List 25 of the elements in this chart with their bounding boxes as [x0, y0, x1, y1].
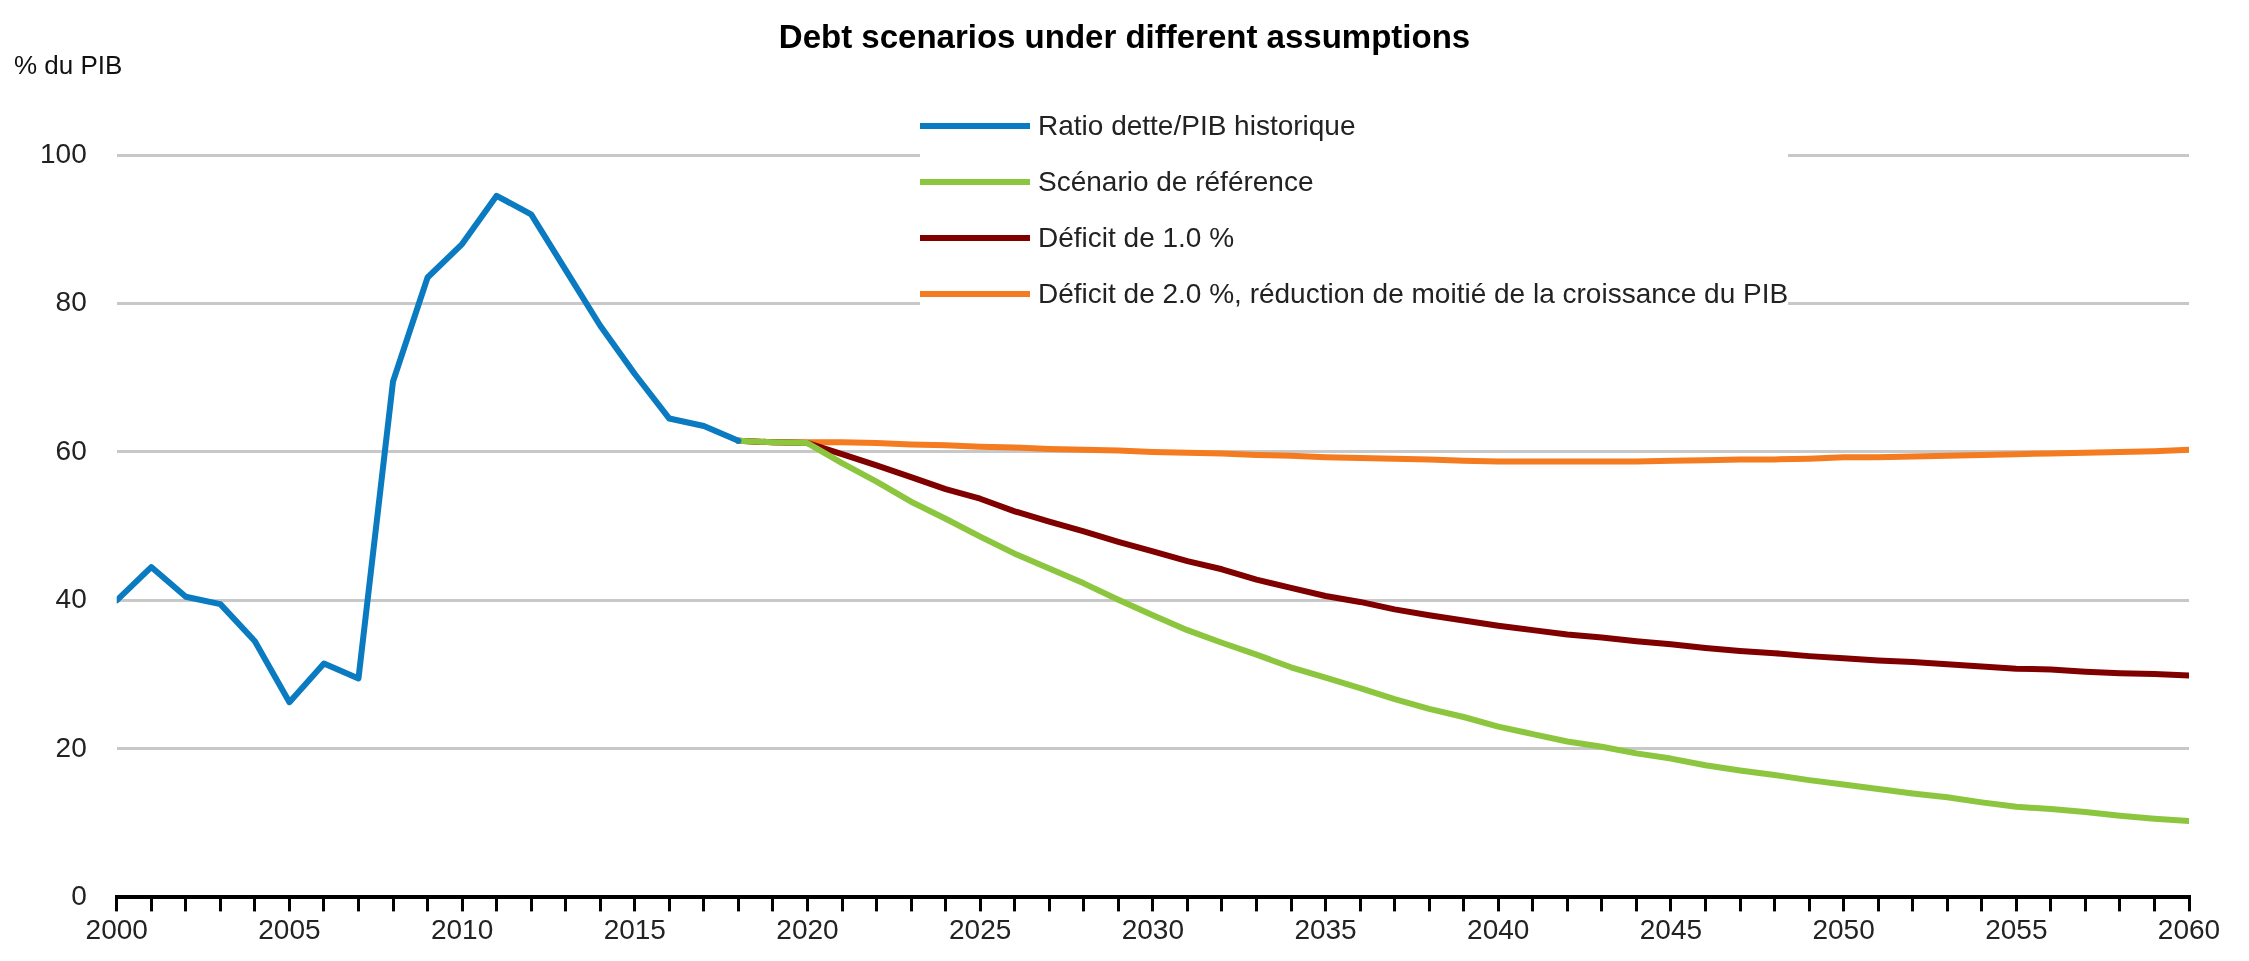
x-tick-label: 2020: [776, 913, 839, 945]
legend-label: Scénario de référence: [1038, 166, 1314, 198]
y-tick-label: 40: [55, 583, 87, 615]
y-tick-label: 60: [55, 434, 87, 466]
y-tick-label: 80: [55, 286, 87, 318]
x-tick-label: 2005: [258, 913, 321, 945]
y-tick-label: 100: [40, 137, 87, 169]
legend-label: Ratio dette/PIB historique: [1038, 110, 1356, 142]
y-tick-label: 20: [55, 731, 87, 763]
legend-label: Déficit de 2.0 %, réduction de moitié de la croissance du PIB: [1038, 278, 1789, 310]
x-tick-label: 2055: [1985, 913, 2048, 945]
x-tick-label: 2045: [1639, 913, 1703, 945]
x-tick-label: 2060: [2157, 913, 2221, 945]
x-tick-label: 2030: [1121, 913, 1185, 945]
x-tick-label: 2000: [85, 913, 148, 945]
y-axis-title: % du PIB: [14, 50, 123, 81]
x-tick-label: 2015: [603, 913, 666, 945]
x-tick-label: 2040: [1467, 913, 1530, 945]
x-tick-label: 2025: [949, 913, 1012, 945]
x-tick-label: 2035: [1294, 913, 1357, 945]
chart-title: Debt scenarios under different assumptions: [778, 18, 1471, 55]
y-tick-label: 0: [71, 880, 87, 912]
legend-label: Déficit de 1.0 %: [1038, 222, 1235, 254]
x-tick-label: 2050: [1812, 913, 1875, 945]
x-tick-label: 2010: [430, 913, 494, 945]
